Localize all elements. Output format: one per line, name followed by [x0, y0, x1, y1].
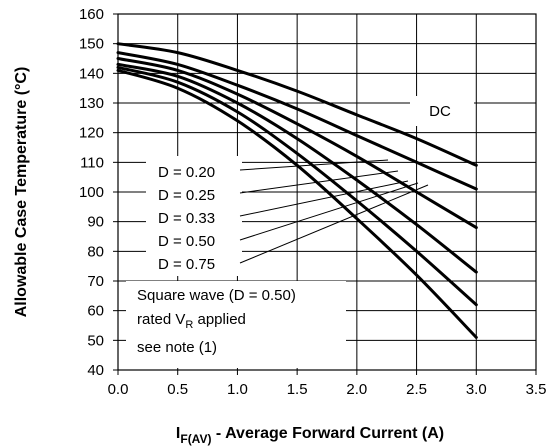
- leader-d033: [239, 180, 409, 217]
- x-tick-label: 0.0: [108, 381, 129, 398]
- label-box-duty: [146, 156, 242, 276]
- x-tick-label: 3.5: [526, 381, 547, 398]
- note-box: [126, 281, 346, 368]
- x-axis-title-sub: F(AV): [180, 432, 211, 446]
- x-tick-label: 2.5: [406, 381, 427, 398]
- leader-d075: [239, 184, 429, 264]
- x-tick-label: 0.5: [167, 381, 188, 398]
- y-tick-label: 130: [79, 95, 104, 112]
- leader-d020: [239, 159, 389, 171]
- note-line-3: see note (1): [137, 339, 217, 356]
- leader-lines: [239, 159, 429, 264]
- label-box-dc: [410, 96, 474, 126]
- series-line-dc: [116, 42, 478, 167]
- x-tick-label: 3.0: [466, 381, 487, 398]
- y-tick-label: 120: [79, 125, 104, 142]
- y-tick-label: 60: [87, 303, 104, 320]
- note-line-2-sub: R: [185, 319, 193, 331]
- y-tick-label: 140: [79, 65, 104, 82]
- note-line-2: rated VR applied: [137, 311, 246, 331]
- leader-d050: [239, 182, 419, 241]
- series-lines: [116, 42, 478, 339]
- y-tick-label: 100: [79, 184, 104, 201]
- series-line-d-0-25: [116, 57, 478, 230]
- y-tick-label: 150: [79, 36, 104, 53]
- y-tick-label: 40: [87, 362, 104, 379]
- series-line-d-0-75: [116, 68, 478, 339]
- series-line-d-0-50: [116, 65, 478, 307]
- x-axis-title-main: I: [176, 425, 180, 442]
- y-tick-label: 80: [87, 243, 104, 260]
- x-tick-label: 2.0: [346, 381, 367, 398]
- x-tick-label: 1.0: [227, 381, 248, 398]
- series-line-d-0-33: [116, 62, 478, 274]
- y-tick-label: 160: [79, 6, 104, 23]
- label-dc: DC: [429, 103, 451, 120]
- note-line-2-rest: applied: [193, 311, 246, 328]
- series-line-d-0-20: [116, 51, 478, 191]
- y-tick-label: 50: [87, 332, 104, 349]
- y-tick-label: 110: [80, 154, 104, 171]
- x-axis-title-rest: - Average Forward Current (A): [211, 425, 444, 442]
- y-axis: 40 50 60 70 80 90 100 110 120 130 140 150 160: [79, 6, 118, 379]
- leader-d025: [239, 170, 399, 194]
- label-d020: D = 0.20: [158, 164, 215, 181]
- label-d075: D = 0.75: [158, 256, 215, 273]
- note-line-2-main: rated V: [137, 311, 185, 328]
- note-line-1: Square wave (D = 0.50): [137, 287, 296, 304]
- x-axis: 0.0 0.5 1.0 1.5 2.0 2.5 3.0 3.5: [108, 370, 547, 398]
- y-axis-title: Allowable Case Temperature (°C): [13, 67, 30, 318]
- x-axis-title: IF(AV) - Average Forward Current (A): [176, 425, 444, 446]
- y-tick-label: 70: [87, 273, 104, 290]
- label-d050: D = 0.50: [158, 233, 215, 250]
- label-d033: D = 0.33: [158, 210, 215, 227]
- label-d025: D = 0.25: [158, 187, 215, 204]
- y-tick-label: 90: [87, 214, 104, 231]
- x-tick-label: 1.5: [287, 381, 308, 398]
